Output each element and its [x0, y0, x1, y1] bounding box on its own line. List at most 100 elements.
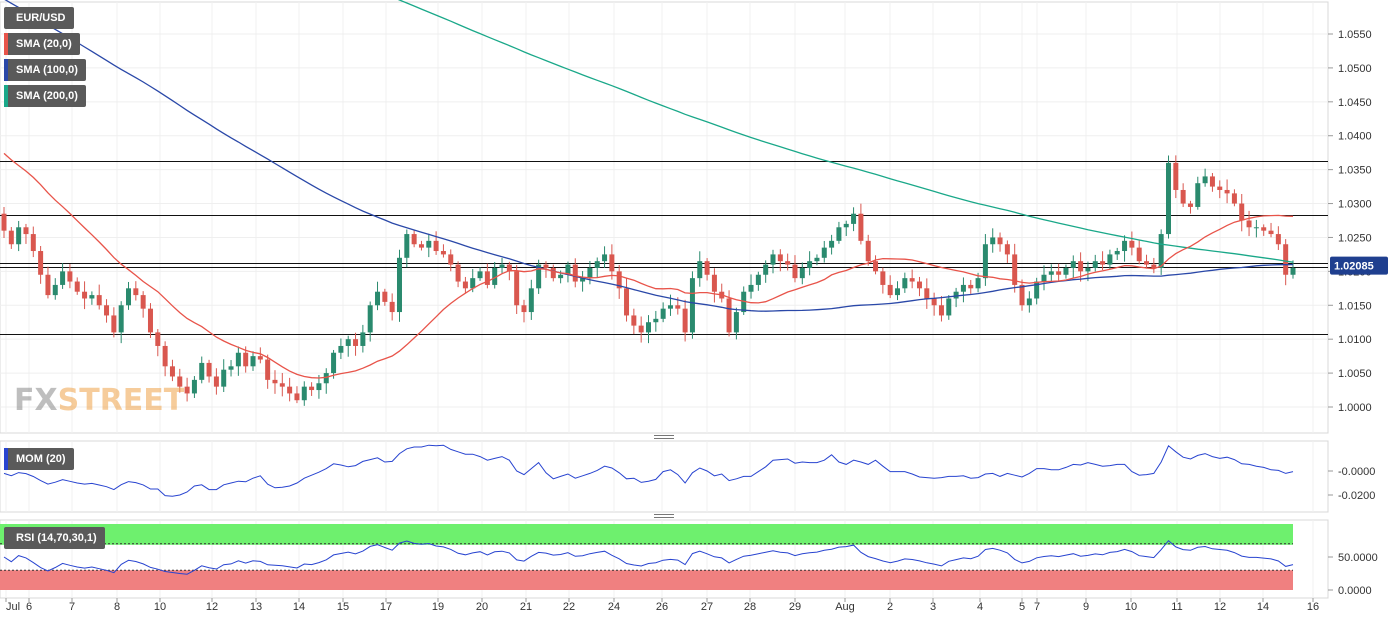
- candle-body: [514, 271, 520, 306]
- sma200-line: [397, 0, 1294, 263]
- candle-body: [411, 234, 417, 245]
- xtick-label-10: 19: [432, 601, 444, 613]
- candle-body: [836, 227, 842, 241]
- candle-body: [770, 254, 776, 265]
- candle-body: [1026, 298, 1032, 306]
- candle-body: [375, 291, 381, 306]
- candle-body: [763, 264, 769, 275]
- candle-body: [477, 271, 483, 279]
- candle-body: [191, 379, 197, 394]
- sma20-swatch: [4, 33, 8, 55]
- candle-body: [536, 264, 542, 289]
- candle-body: [16, 227, 22, 245]
- candle-body: [265, 359, 271, 380]
- xtick-label-28: 12: [1214, 601, 1226, 613]
- panel-frame-1: [0, 1, 1329, 434]
- candle-body: [997, 237, 1003, 245]
- xtick-label-7: 14: [293, 601, 305, 613]
- candle-body: [865, 240, 871, 262]
- candle-body: [30, 234, 36, 252]
- candle-body: [484, 271, 490, 285]
- candle-body: [1019, 284, 1025, 306]
- candle-body: [968, 284, 974, 289]
- candle-body: [550, 267, 556, 279]
- candle-body: [1195, 183, 1201, 207]
- candle-body: [433, 240, 439, 252]
- candle-body: [785, 261, 791, 265]
- legend-sma20[interactable]: SMA (20,0): [4, 33, 80, 55]
- candle-body: [587, 267, 593, 279]
- mom-line: [3, 444, 1294, 497]
- candle-body: [624, 288, 630, 316]
- legend-sma200[interactable]: SMA (200,0): [4, 85, 86, 107]
- candle-body: [1239, 203, 1245, 221]
- xtick-label-16: 27: [701, 601, 713, 613]
- candle-body: [528, 288, 534, 313]
- ytick-label-main-2: 1.0450: [1338, 97, 1372, 109]
- candle-body: [1261, 227, 1267, 231]
- candle-body: [580, 278, 586, 282]
- candle-body: [147, 308, 153, 333]
- candle-body: [1283, 244, 1289, 275]
- candle-body: [96, 295, 102, 306]
- candle-body: [126, 288, 132, 306]
- candle-body: [279, 383, 285, 387]
- candle-body: [169, 366, 175, 377]
- candle-body: [565, 264, 571, 275]
- candle-body: [1136, 247, 1142, 262]
- candle-body: [1290, 267, 1296, 275]
- candle-body: [1122, 240, 1128, 252]
- candle-body: [140, 295, 146, 309]
- candle-body: [221, 369, 227, 387]
- candle-body: [1275, 234, 1281, 245]
- candle-body: [1246, 220, 1252, 228]
- candle-body: [89, 295, 95, 299]
- xtick-label-15: 26: [656, 601, 668, 613]
- candle-body: [814, 257, 820, 262]
- panel-splitter-2[interactable]: [654, 514, 674, 518]
- xtick-label-8: 15: [337, 601, 349, 613]
- candle-body: [1158, 234, 1164, 268]
- candle-body: [1114, 251, 1120, 255]
- candle-body: [162, 345, 168, 367]
- candle-body: [638, 325, 644, 333]
- candle-body: [1034, 281, 1040, 299]
- candle-body: [199, 362, 205, 380]
- xtick-label-27: 11: [1171, 601, 1182, 613]
- candle-body: [1041, 274, 1047, 282]
- candle-body: [609, 254, 615, 272]
- legend-rsi[interactable]: RSI (14,70,30,1): [4, 527, 105, 549]
- candle-body: [1100, 261, 1106, 265]
- ytick-label-rsi-1: 0.0000: [1338, 585, 1372, 597]
- candle-body: [953, 291, 959, 299]
- candle-body: [396, 257, 402, 313]
- ytick-label-mom-0: -0.0000: [1338, 466, 1375, 478]
- candle-body: [873, 261, 879, 272]
- candle-body: [1085, 267, 1091, 272]
- candle-body: [1056, 271, 1062, 275]
- candle-body: [294, 393, 300, 401]
- candle-body: [470, 278, 476, 289]
- rsi-oversold-band: [0, 570, 1293, 590]
- candle-body: [45, 274, 51, 296]
- panel-frame-2: [0, 440, 1329, 513]
- mom-label: MOM (20): [16, 453, 66, 465]
- legend-mom[interactable]: MOM (20): [4, 448, 74, 470]
- legend-sma100[interactable]: SMA (100,0): [4, 59, 86, 81]
- candles-group: [1, 155, 1296, 406]
- legend-symbol[interactable]: EUR/USD: [4, 7, 74, 29]
- candle-body: [104, 305, 110, 316]
- candle-body: [843, 223, 849, 228]
- symbol-label: EUR/USD: [16, 12, 66, 24]
- candle-body: [1231, 193, 1237, 204]
- xtick-label-25: 9: [1083, 601, 1089, 613]
- candle-body: [960, 284, 966, 292]
- candle-body: [272, 379, 278, 384]
- xtick-label-18: 29: [789, 601, 801, 613]
- panel-splitter-1[interactable]: [654, 435, 674, 439]
- candle-body: [829, 240, 835, 248]
- candle-body: [1012, 254, 1018, 285]
- candle-body: [594, 261, 600, 268]
- candle-body: [440, 251, 446, 255]
